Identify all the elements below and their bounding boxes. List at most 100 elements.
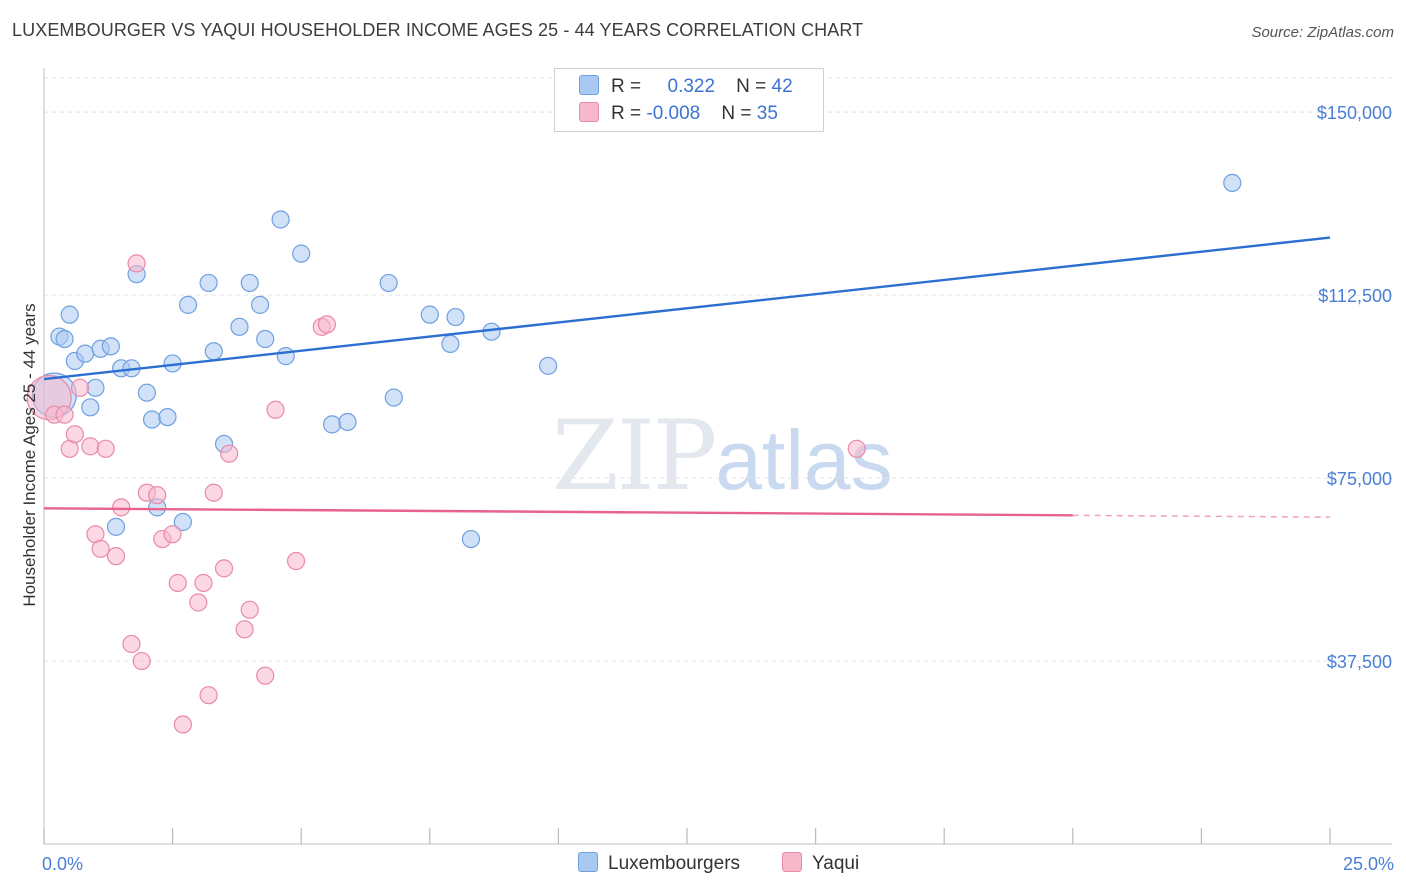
watermark: ZIPatlas	[552, 400, 893, 512]
bottom-legend-luxembourgers: Luxembourgers	[578, 852, 740, 875]
trend-lines	[43, 236, 1331, 518]
yaqui-trend-line-extrapolated	[1072, 514, 1331, 518]
luxembourger-point	[101, 337, 120, 356]
legend-n-value: 35	[756, 103, 778, 124]
luxembourger-point	[379, 273, 398, 293]
legend-r-value: 0.322	[667, 76, 716, 97]
y-axis-title: Householder Income Ages 25 - 44 years	[20, 303, 39, 606]
luxembourger-point	[482, 322, 501, 341]
bottom-legend-swatch-pink	[782, 852, 802, 872]
luxembourger-point	[420, 305, 439, 324]
y-tick-label: $150,000	[1317, 103, 1392, 123]
luxembourger-point	[81, 398, 100, 417]
luxembourger-point	[173, 512, 192, 532]
legend-r-value: -0.008	[646, 103, 701, 124]
bottom-legend-swatch-blue	[578, 852, 598, 872]
yaqui-point	[106, 547, 126, 566]
x-tick-label: 25.0%	[1343, 854, 1394, 874]
grid-lines	[44, 77, 1392, 662]
correlation-legend: R = 0.322 N = 42 R = -0.008 N = 35	[554, 68, 824, 132]
y-tick-label: $112,500	[1318, 286, 1392, 306]
yaqui-point	[112, 498, 131, 517]
yaqui-point	[122, 634, 141, 654]
yaqui-point	[96, 439, 115, 458]
legend-n-label: N =	[721, 103, 757, 124]
luxembourger-point	[338, 412, 357, 432]
luxembourger-point	[322, 415, 342, 434]
legend-r-label: R =	[611, 76, 647, 97]
luxembourger-point	[76, 344, 95, 363]
luxembourger-point	[137, 383, 156, 402]
yaqui-point	[266, 400, 285, 419]
luxembourger-trend-line	[43, 236, 1331, 381]
luxembourger-point	[250, 295, 270, 314]
luxembourger-point	[441, 334, 460, 354]
luxembourger-point	[178, 295, 198, 314]
watermark-zip: ZIP	[552, 400, 717, 512]
chart-title: LUXEMBOURGER VS YAQUI HOUSEHOLDER INCOME…	[12, 20, 864, 40]
bottom-legend-yaqui: Yaqui	[782, 852, 859, 875]
luxembourger-point	[292, 244, 311, 263]
legend-n-value: 42	[771, 76, 793, 97]
y-tick-label: $37,500	[1327, 652, 1392, 672]
legend-swatch-pink	[579, 102, 599, 122]
yaqui-point	[220, 444, 239, 463]
luxembourger-point	[142, 410, 162, 429]
yaqui-point	[173, 715, 192, 734]
luxembourger-point	[271, 210, 290, 229]
yaqui-point	[148, 486, 167, 505]
luxembourger-point	[86, 378, 105, 397]
yaqui-point	[163, 525, 182, 544]
yaqui-point	[235, 620, 254, 639]
yaqui-point	[240, 600, 259, 619]
legend-swatch-blue	[579, 75, 599, 95]
legend-row-luxembourgers: R = 0.322 N = 42	[579, 75, 793, 101]
yaqui-point	[256, 666, 275, 685]
yaqui-point	[286, 551, 306, 571]
luxembourger-point	[256, 329, 275, 349]
luxembourger-point	[158, 407, 177, 427]
legend-r-label: R =	[611, 103, 647, 124]
yaqui-point	[168, 573, 187, 593]
luxembourger-point	[240, 273, 259, 293]
bottom-legend-label: Luxembourgers	[608, 853, 741, 874]
yaqui-point	[194, 573, 213, 593]
yaqui-point	[91, 539, 110, 558]
luxembourger-point	[230, 317, 249, 336]
yaqui-trend-line	[43, 507, 1073, 517]
data-points	[26, 173, 1242, 734]
yaqui-point	[70, 378, 90, 397]
axis-labels: $37,500 $75,000 $112,500 $150,000 0.0% 25.0% H…	[20, 103, 1394, 874]
yaqui-point	[132, 651, 151, 671]
y-tick-label: $75,000	[1327, 469, 1392, 489]
luxembourger-point	[384, 388, 403, 407]
luxembourger-point	[276, 347, 295, 366]
legend-n-label: N =	[736, 76, 772, 97]
yaqui-point	[199, 686, 218, 705]
luxembourger-point	[461, 529, 481, 549]
yaqui-point	[65, 425, 84, 444]
luxembourger-point	[60, 305, 79, 324]
legend-row-yaqui: R = -0.008 N = 35	[579, 102, 778, 128]
yaqui-point	[127, 254, 146, 273]
watermark-atlas: atlas	[715, 413, 893, 507]
yaqui-point	[317, 315, 337, 334]
bottom-legend-label: Yaqui	[812, 853, 860, 874]
yaqui-point	[847, 439, 866, 458]
luxembourger-point	[199, 273, 218, 293]
source-label: Source: ZipAtlas.com	[1251, 24, 1394, 41]
axes	[43, 68, 1392, 845]
yaqui-point	[204, 483, 223, 502]
yaqui-point	[189, 593, 208, 612]
luxembourger-point	[204, 342, 223, 361]
luxembourger-point	[106, 517, 126, 536]
yaqui-point	[55, 405, 74, 424]
luxembourger-point	[539, 356, 558, 375]
yaqui-point	[214, 559, 234, 578]
luxembourger-point	[446, 307, 465, 327]
luxembourger-point	[55, 329, 74, 349]
yaqui-point	[81, 437, 100, 456]
luxembourger-point	[1223, 173, 1242, 192]
x-tick-label: 0.0%	[42, 854, 83, 874]
